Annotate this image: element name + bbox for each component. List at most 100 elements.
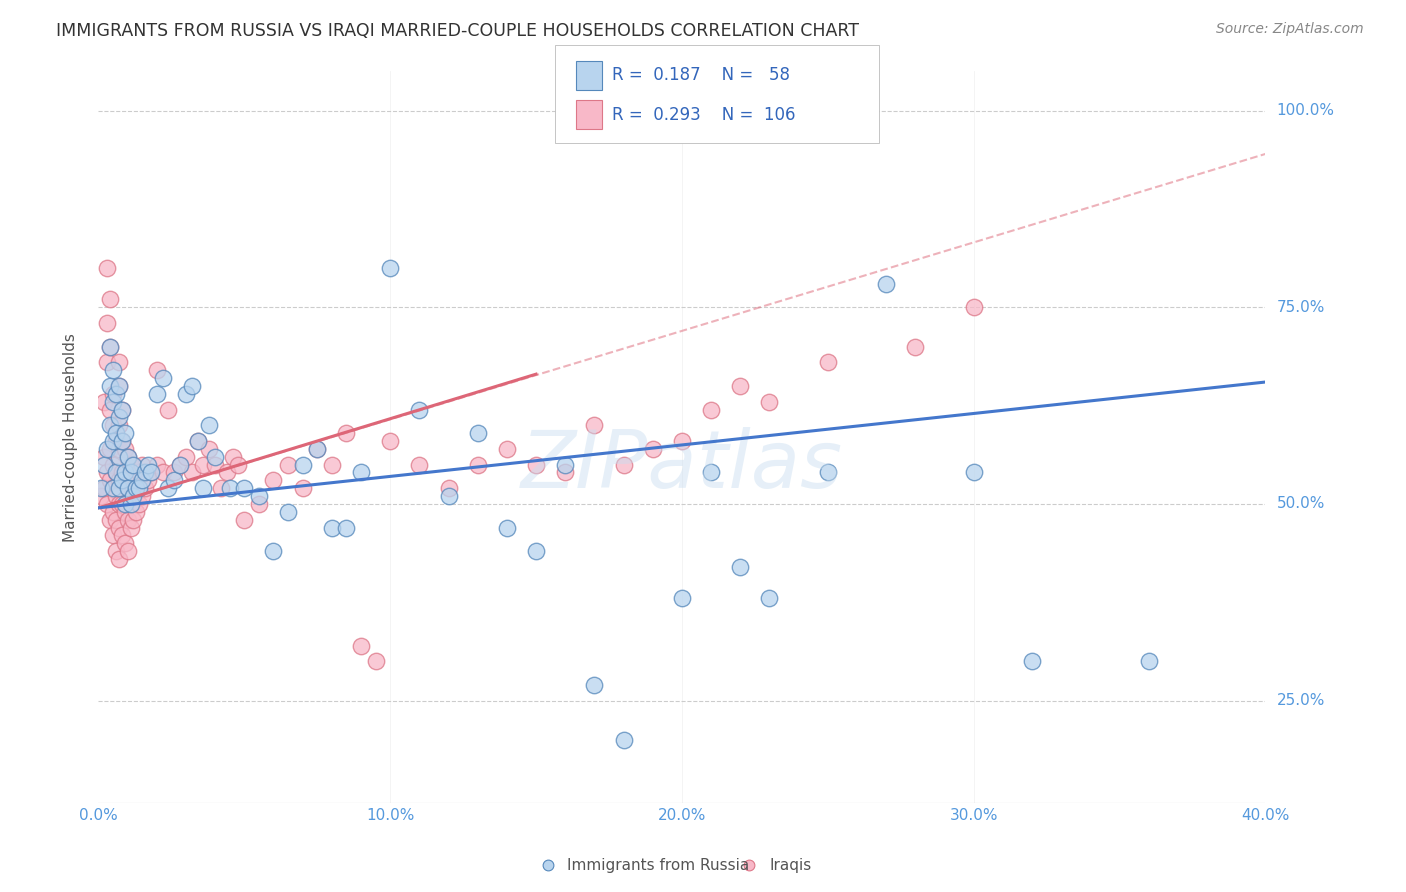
Point xyxy=(209,481,232,495)
Point xyxy=(131,458,153,472)
Point xyxy=(146,387,169,401)
Point xyxy=(335,426,357,441)
Point xyxy=(111,434,134,448)
Point xyxy=(101,481,124,495)
Point xyxy=(122,458,145,472)
Point xyxy=(114,497,136,511)
Point xyxy=(321,458,343,472)
Point xyxy=(496,520,519,534)
Point xyxy=(233,513,256,527)
Point xyxy=(335,520,357,534)
Point xyxy=(408,458,430,472)
Point xyxy=(131,473,153,487)
Point xyxy=(233,481,256,495)
Point xyxy=(122,513,145,527)
Point xyxy=(98,340,121,354)
Text: Iraqis: Iraqis xyxy=(769,858,811,872)
Point xyxy=(108,418,131,433)
Point xyxy=(169,458,191,472)
Point xyxy=(758,394,780,409)
Point xyxy=(104,544,127,558)
Point xyxy=(93,450,115,464)
Point xyxy=(125,481,148,495)
Point xyxy=(111,497,134,511)
Point xyxy=(128,466,150,480)
Point xyxy=(111,473,134,487)
Point xyxy=(125,505,148,519)
Point xyxy=(157,402,180,417)
Point xyxy=(108,497,131,511)
Point xyxy=(104,426,127,441)
Point xyxy=(120,466,142,480)
Point xyxy=(104,513,127,527)
Point xyxy=(93,458,115,472)
Point xyxy=(98,402,121,417)
Point xyxy=(122,481,145,495)
Point xyxy=(612,458,634,472)
Point xyxy=(174,387,197,401)
Point xyxy=(96,442,118,456)
Point xyxy=(96,466,118,480)
Point xyxy=(758,591,780,606)
Point xyxy=(180,466,202,480)
Point xyxy=(583,678,606,692)
Point xyxy=(193,458,215,472)
Point xyxy=(671,434,693,448)
Point xyxy=(187,434,209,448)
Point xyxy=(114,426,136,441)
Point xyxy=(128,481,150,495)
Point xyxy=(467,426,489,441)
Point xyxy=(380,260,402,275)
Point xyxy=(108,552,131,566)
Point xyxy=(641,442,664,456)
Point xyxy=(139,466,162,480)
Point xyxy=(120,520,142,534)
Point xyxy=(108,379,131,393)
Text: 50.0%: 50.0% xyxy=(1277,497,1324,511)
Point xyxy=(136,473,159,487)
Point xyxy=(204,450,226,464)
Point xyxy=(904,340,927,354)
Point xyxy=(101,363,124,377)
Point xyxy=(146,363,169,377)
Point xyxy=(364,654,387,668)
Point xyxy=(120,489,142,503)
Point xyxy=(218,481,240,495)
Point xyxy=(101,481,124,495)
Point xyxy=(962,466,984,480)
Point xyxy=(277,505,299,519)
Point xyxy=(817,355,839,369)
Point xyxy=(134,466,156,480)
Point xyxy=(98,418,121,433)
Point xyxy=(93,394,115,409)
Point xyxy=(108,442,131,456)
Point xyxy=(111,402,134,417)
Point xyxy=(524,458,547,472)
Text: 100.0%: 100.0% xyxy=(1277,103,1334,118)
Point xyxy=(98,379,121,393)
Point xyxy=(98,513,121,527)
Point xyxy=(350,639,373,653)
Point xyxy=(131,489,153,503)
Point xyxy=(180,379,202,393)
Point xyxy=(108,355,131,369)
Point xyxy=(350,466,373,480)
Point xyxy=(108,481,131,495)
Point xyxy=(139,466,162,480)
Point xyxy=(101,528,124,542)
Point xyxy=(291,481,314,495)
Point xyxy=(583,418,606,433)
Point xyxy=(111,434,134,448)
Point xyxy=(114,505,136,519)
Point xyxy=(104,466,127,480)
Point xyxy=(408,402,430,417)
Point xyxy=(104,387,127,401)
Point xyxy=(104,466,127,480)
Point xyxy=(114,442,136,456)
Point xyxy=(467,458,489,472)
Point xyxy=(1021,654,1043,668)
Point xyxy=(730,379,752,393)
Point xyxy=(98,473,121,487)
Text: ZIPatlas: ZIPatlas xyxy=(520,427,844,506)
Point xyxy=(221,450,243,464)
